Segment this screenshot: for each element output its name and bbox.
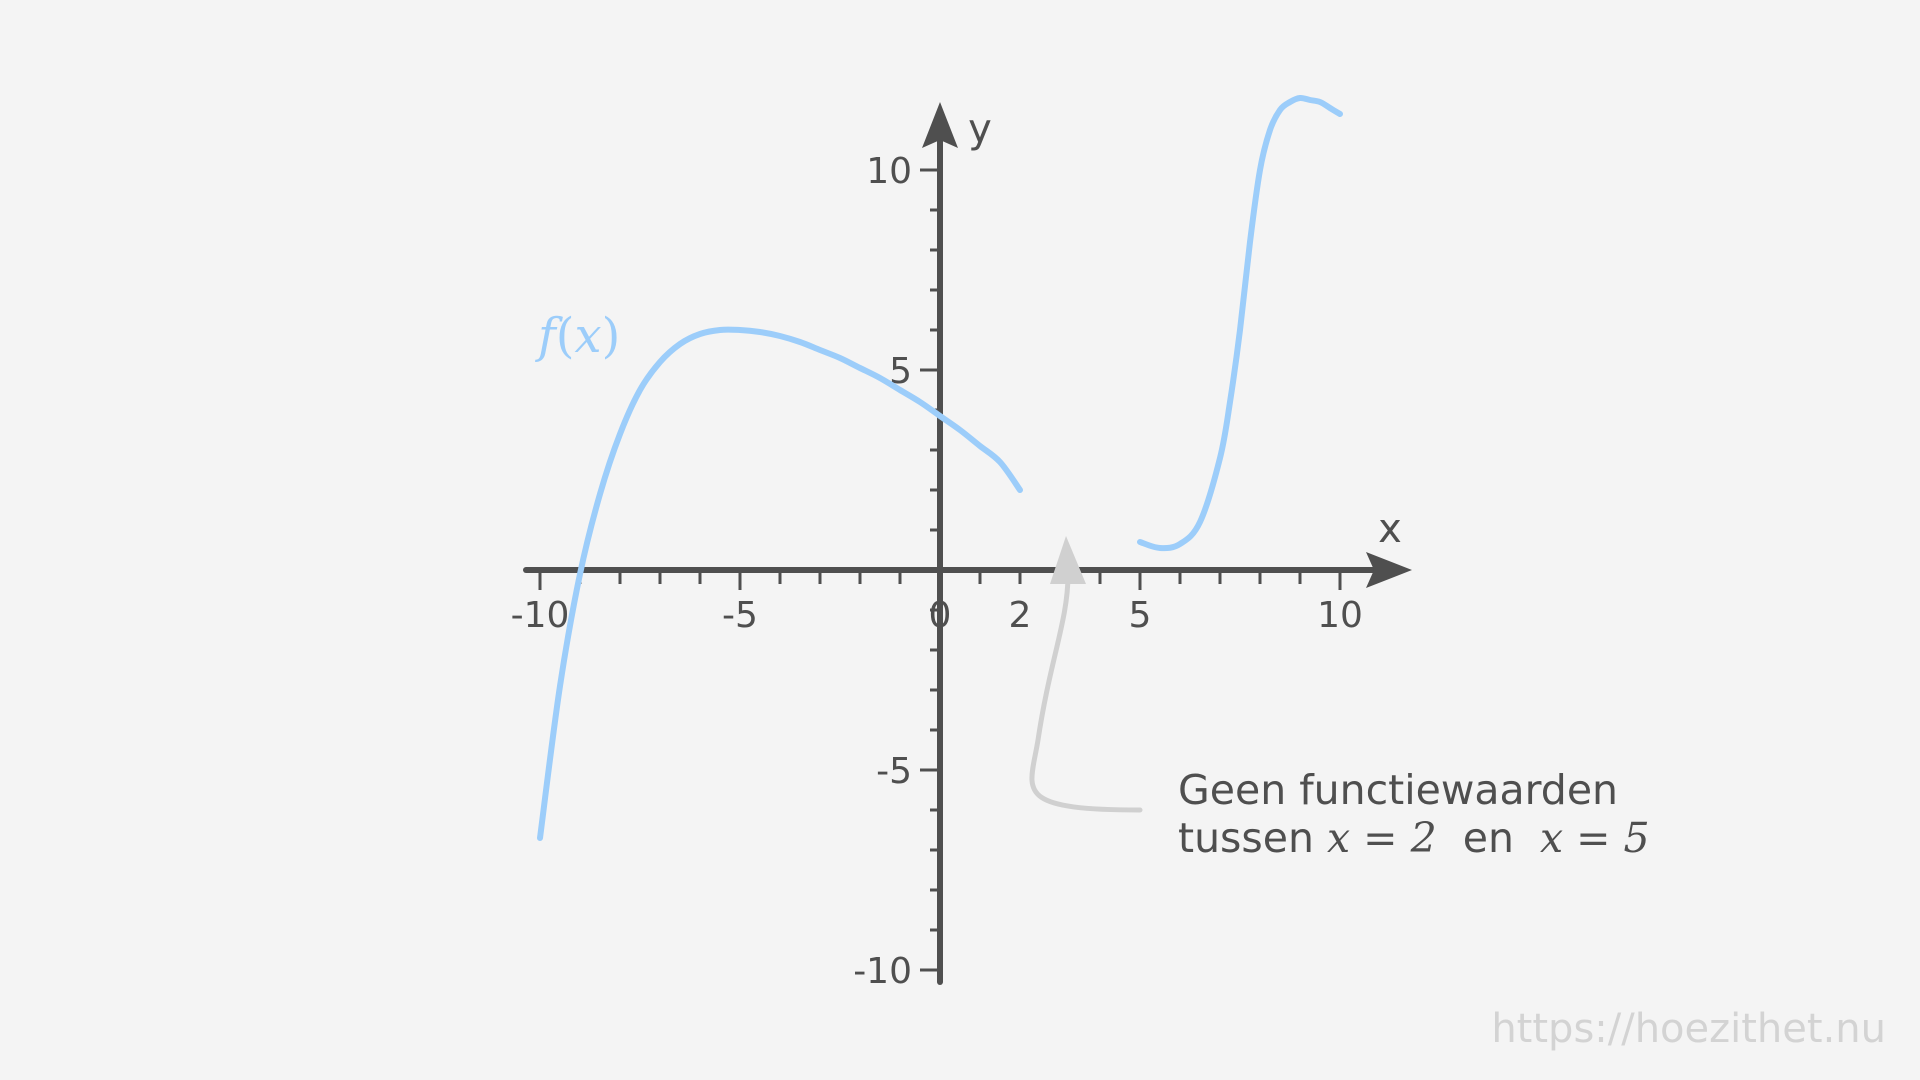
annotation-math-2: x = 5 [1540,814,1650,862]
curve-segment-1 [537,326,1023,841]
x-tick-label: 5 [1129,595,1152,636]
function-label-close: ) [602,308,621,364]
y-tick-label: -5 [876,751,912,792]
x-tick-label: -10 [511,595,570,636]
watermark: https://hoezithet.nu [1491,1006,1886,1052]
annotation-connector: en [1436,814,1541,862]
x-tick-label: -5 [722,595,758,636]
x-axis-arrowhead [1366,552,1412,588]
annotation-arrow [1029,536,1143,813]
x-tick-label: 0 [929,595,952,636]
function-label: f(x) [535,308,620,364]
x-axis-label: x [1378,506,1402,552]
y-axis-label: y [968,106,992,152]
annotation-line-1: Geen functiewaarden [1178,766,1619,814]
y-tick-label: 5 [889,351,912,392]
function-label-var: x [575,308,602,364]
x-tick-label: 2 [1009,595,1032,636]
x-tick-label: 10 [1317,595,1363,636]
annotation-prefix: tussen [1178,814,1328,862]
y-axis-arrowhead [922,102,958,148]
annotation-math-1: x = 2 [1327,814,1437,862]
annotation-arrow-line [1029,572,1143,813]
annotation-text: Geen functiewaarden tussen x = 2 en x = … [1178,766,1650,862]
y-tick-label: 10 [866,151,912,192]
annotation-arrowhead [1050,536,1086,584]
y-tick-label: -10 [853,951,912,992]
axes: -10 -5 0 2 5 10 10 5 -5 -10 x y [511,102,1412,992]
function-label-open: ( [556,308,575,364]
curves [537,94,1343,841]
curve-segment-2 [1137,94,1343,552]
annotation-line-2: tussen x = 2 en x = 5 [1178,814,1650,862]
